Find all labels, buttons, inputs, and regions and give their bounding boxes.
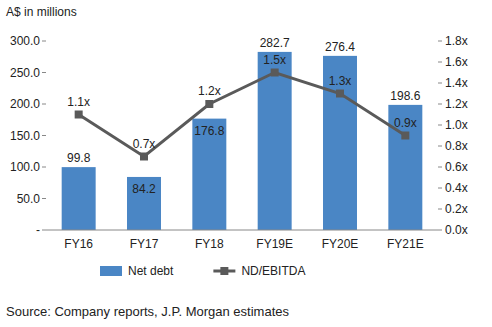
y2-tick-label: 1.6x bbox=[445, 55, 468, 69]
marker bbox=[75, 111, 83, 119]
marker bbox=[140, 153, 148, 161]
y2-tick bbox=[438, 62, 442, 63]
bar-label: 276.4 bbox=[325, 40, 355, 54]
x-tick-label: FY16 bbox=[64, 237, 93, 251]
line-label: 0.9x bbox=[394, 116, 417, 130]
labels: 99.8 84.2 176.8 282.7 276.4 198.6 1.1x 0.7x 1.2x… bbox=[67, 36, 421, 196]
bar bbox=[323, 56, 357, 230]
source: Source: Company reports, J.P. Morgan est… bbox=[6, 304, 289, 319]
y2-tick bbox=[438, 209, 442, 210]
y-tick bbox=[42, 135, 46, 136]
bar bbox=[127, 177, 161, 230]
legend-label: ND/EBITDA bbox=[241, 264, 305, 278]
bar-label: 99.8 bbox=[67, 151, 91, 165]
y2-tick-label: 1.2x bbox=[445, 97, 468, 111]
x-tick-label: FY19E bbox=[256, 237, 293, 251]
x-tick-label: FY21E bbox=[387, 237, 424, 251]
y-tick-label: - bbox=[36, 223, 40, 237]
bar bbox=[388, 105, 422, 230]
y-label: A$ in millions bbox=[6, 5, 77, 19]
y-tick bbox=[42, 72, 46, 73]
y2-tick-label: 0.8x bbox=[445, 139, 468, 153]
y-tick bbox=[42, 198, 46, 199]
marker bbox=[401, 132, 409, 140]
y-tick bbox=[42, 41, 46, 42]
y-tick-label: 50.0 bbox=[17, 192, 41, 206]
marker bbox=[205, 100, 213, 108]
line-label: 1.5x bbox=[263, 53, 286, 67]
y2-tick-label: 1.4x bbox=[445, 76, 468, 90]
line-label: 0.7x bbox=[133, 137, 156, 151]
y2-tick bbox=[438, 230, 442, 231]
y2-tick-label: 0.6x bbox=[445, 160, 468, 174]
marker bbox=[336, 90, 344, 98]
legend-swatch bbox=[220, 267, 228, 275]
x-tick-label: FY20E bbox=[322, 237, 359, 251]
y-tick bbox=[42, 230, 46, 231]
y2-tick bbox=[438, 104, 442, 105]
y2-tick bbox=[438, 41, 442, 42]
line bbox=[79, 73, 406, 157]
line-label: 1.2x bbox=[198, 84, 221, 98]
bar-label: 198.6 bbox=[390, 89, 420, 103]
y-tick-label: 250.0 bbox=[10, 66, 40, 80]
y2-tick bbox=[438, 125, 442, 126]
y2-tick-label: 1.8x bbox=[445, 34, 468, 48]
y2-tick-label: 0.4x bbox=[445, 181, 468, 195]
bar-label: 84.2 bbox=[132, 182, 156, 196]
y2-tick-label: 1.0x bbox=[445, 118, 468, 132]
y2-tick bbox=[438, 167, 442, 168]
y2-tick-label: 0.0x bbox=[445, 223, 468, 237]
x-tick-label: FY17 bbox=[130, 237, 159, 251]
y-tick-label: 300.0 bbox=[10, 34, 40, 48]
plot-area bbox=[62, 52, 423, 230]
y2-tick bbox=[438, 146, 442, 147]
legend-label: Net debt bbox=[128, 264, 174, 278]
bar-label: 282.7 bbox=[260, 36, 290, 50]
y-tick-label: 200.0 bbox=[10, 97, 40, 111]
bar bbox=[62, 167, 96, 230]
marker bbox=[271, 69, 279, 77]
legend: Net debt ND/EBITDA bbox=[100, 264, 305, 278]
x-tick-label: FY18 bbox=[195, 237, 224, 251]
y-tick bbox=[42, 104, 46, 105]
y-tick-label: 100.0 bbox=[10, 160, 40, 174]
bar-label: 176.8 bbox=[194, 124, 224, 138]
chart: A$ in millions - 50.0 100.0 150.0 200.0 250.0 3… bbox=[0, 0, 492, 327]
y2-tick-label: 0.2x bbox=[445, 202, 468, 216]
bar bbox=[192, 119, 226, 230]
y-tick-label: 150.0 bbox=[10, 129, 40, 143]
x-axis bbox=[46, 230, 438, 231]
line-label: 1.1x bbox=[67, 95, 90, 109]
line-label: 1.3x bbox=[329, 74, 352, 88]
y2-tick bbox=[438, 83, 442, 84]
y-tick bbox=[42, 167, 46, 168]
legend-swatch bbox=[100, 266, 122, 276]
y2-tick bbox=[438, 188, 442, 189]
